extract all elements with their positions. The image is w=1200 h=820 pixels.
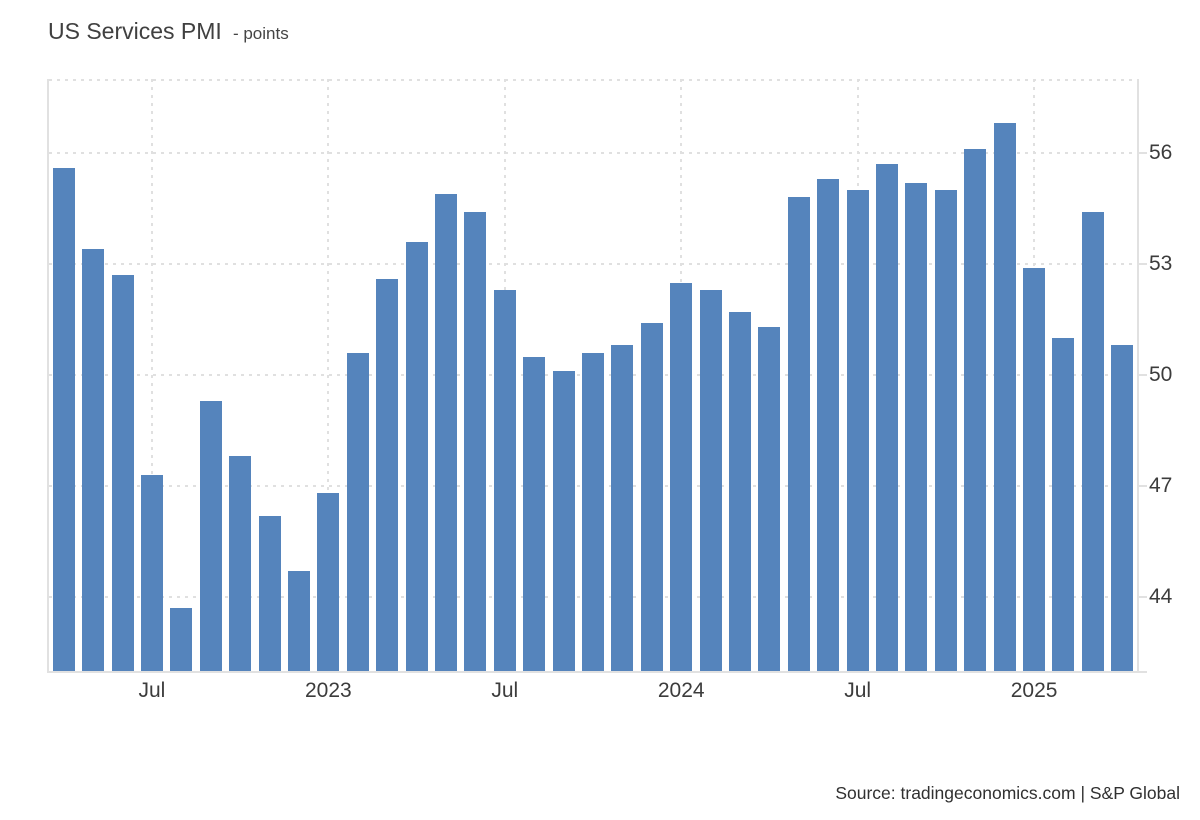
bar [964, 149, 987, 671]
bar [1081, 212, 1104, 671]
bar [934, 190, 957, 671]
bar [52, 167, 75, 671]
bar [1111, 345, 1134, 671]
x-tick-label: Jul [844, 679, 872, 702]
bar [434, 193, 457, 671]
y-tick-mark [1139, 485, 1147, 487]
y-tick-mark [1139, 374, 1147, 376]
bar [199, 400, 222, 671]
chart-title-text: US Services PMI [48, 18, 222, 44]
bar [611, 345, 634, 671]
v-gridline [150, 79, 153, 671]
x-tick-label: 2024 [657, 679, 705, 702]
x-tick-label: 2025 [1010, 679, 1058, 702]
bar [82, 249, 105, 671]
bar [493, 289, 516, 671]
y-tick-mark [1139, 263, 1147, 265]
bar [640, 323, 663, 671]
bar [905, 182, 928, 671]
bar [817, 178, 840, 671]
bar [229, 456, 252, 671]
bar [699, 289, 722, 671]
bar [346, 352, 369, 671]
bar [111, 275, 134, 671]
bar [1052, 338, 1075, 671]
y-tick-label: 53 [1149, 252, 1173, 275]
plot-top-border [49, 79, 1137, 81]
bar [170, 608, 193, 671]
bar [876, 164, 899, 671]
bar [758, 326, 781, 671]
chart-title-units: - points [232, 24, 289, 43]
bar [552, 371, 575, 671]
bar [523, 356, 546, 671]
bar [287, 571, 310, 671]
y-tick-label: 56 [1149, 141, 1173, 164]
y-tick-label: 44 [1149, 585, 1173, 608]
bar [670, 282, 693, 671]
bar [582, 352, 604, 671]
y-tick-label: 47 [1149, 474, 1173, 497]
y-tick-mark [1139, 152, 1147, 154]
source-credit: Source: tradingeconomics.com | S&P Globa… [835, 783, 1180, 803]
h-gridline [49, 152, 1137, 154]
bar [787, 197, 810, 671]
bar [258, 515, 281, 671]
x-tick-label: Jul [491, 679, 519, 702]
plot-area [47, 79, 1139, 673]
h-gridline [49, 263, 1137, 265]
bar [317, 493, 340, 671]
bar [993, 123, 1016, 671]
x-tick-label: Jul [138, 679, 166, 702]
y-tick-mark [1139, 596, 1147, 598]
bar [729, 312, 752, 671]
bar [140, 474, 163, 671]
bar [405, 241, 428, 671]
bar [464, 212, 487, 671]
y-tick-label: 50 [1149, 363, 1173, 386]
page-title: US Services PMI - points [48, 18, 289, 45]
y-tick-mark [1139, 671, 1147, 673]
x-tick-label: 2023 [304, 679, 352, 702]
bar [846, 190, 869, 671]
bar [376, 278, 399, 671]
v-gridline [327, 79, 330, 671]
bar [1023, 267, 1046, 671]
